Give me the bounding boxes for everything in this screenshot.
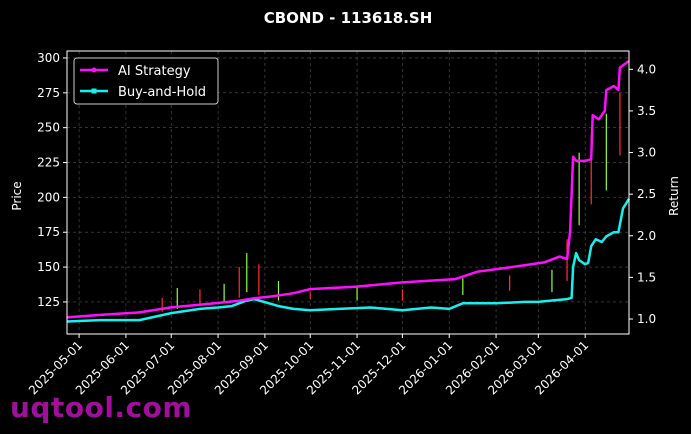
y-axis-label: Price — [10, 181, 24, 210]
y-tick-label: 275 — [37, 86, 60, 100]
y2-tick-label: 1.5 — [637, 270, 656, 284]
candlesticks — [161, 92, 621, 312]
series-line-ai-strategy — [66, 59, 630, 319]
watermark: uqtool.com — [10, 391, 193, 424]
y2-tick-label: 3.0 — [637, 146, 656, 160]
y-tick-label: 175 — [37, 225, 60, 239]
y-tick-label: 250 — [37, 121, 60, 135]
series-lines — [66, 59, 631, 323]
y2-tick-label: 2.0 — [637, 229, 656, 243]
y2-tick-label: 1.0 — [637, 312, 656, 326]
y-tick-label: 200 — [37, 190, 60, 204]
y-tick-label: 300 — [37, 51, 60, 65]
y-tick-label: 225 — [37, 156, 60, 170]
legend-label-strategy: AI Strategy — [118, 64, 191, 79]
plot-frame — [66, 50, 630, 335]
grid — [67, 51, 629, 334]
legend-box — [73, 57, 219, 105]
y2-axis-label: Return — [667, 176, 681, 216]
legend: AI Strategy Buy-and-Hold — [73, 57, 219, 105]
legend-label-buyhold: Buy-and-Hold — [118, 85, 206, 100]
legend-marker-strategy — [91, 67, 97, 73]
series-line-buy-and-hold — [66, 198, 631, 323]
y-tick-label: 150 — [37, 260, 60, 274]
chart-title: CBOND - 113618.SH — [264, 9, 433, 27]
legend-marker-buyhold — [91, 88, 97, 94]
y2-tick-label: 4.0 — [637, 62, 656, 76]
y2-tick-label: 2.5 — [637, 187, 656, 201]
y2-tick-label: 3.5 — [637, 104, 656, 118]
y-tick-label: 125 — [37, 295, 60, 309]
